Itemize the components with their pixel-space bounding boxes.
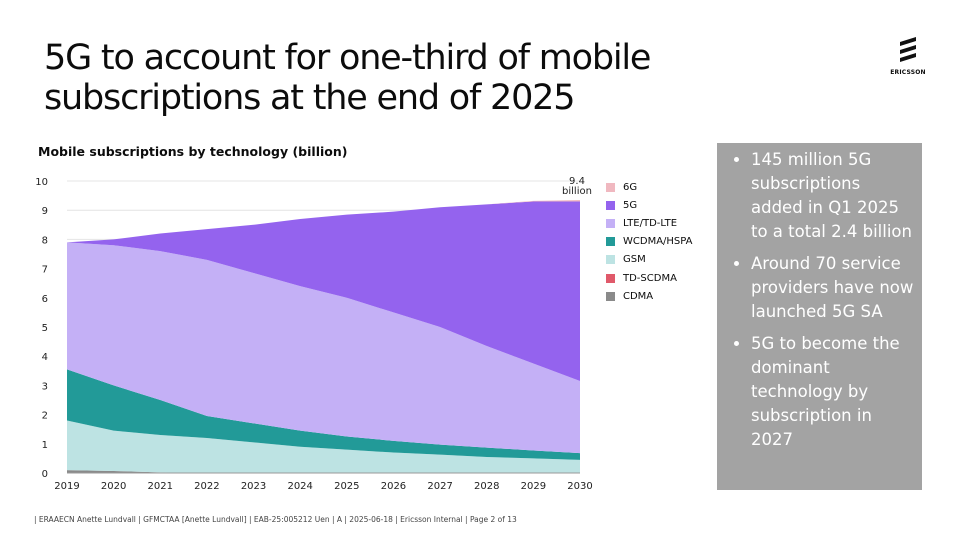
x-tick-label: 2025 (334, 481, 359, 492)
x-tick-label: 2028 (474, 481, 499, 492)
total-annotation: billion (562, 186, 592, 197)
bullet-2: Around 70 service providers have now lau… (751, 252, 914, 324)
x-tick-label: 2027 (427, 481, 452, 492)
legend-swatch (606, 200, 615, 210)
legend-item: CDMA (606, 287, 693, 305)
legend-swatch (606, 273, 615, 283)
legend-swatch (606, 255, 615, 265)
y-tick-label: 8 (42, 235, 48, 246)
x-tick-label: 2019 (54, 481, 79, 492)
logo-text: ERICSSON (890, 69, 926, 76)
chart-title: Mobile subscriptions by technology (bill… (38, 144, 348, 159)
x-tick-label: 2020 (101, 481, 126, 492)
area-wcdma-hspa (67, 369, 580, 460)
legend-label: 5G (623, 199, 638, 211)
legend-swatch (606, 182, 615, 192)
bullet-3: 5G to become the dominant technology by … (751, 332, 914, 452)
y-tick-label: 0 (42, 469, 48, 480)
y-tick-label: 3 (42, 381, 48, 392)
legend-item: LTE/TD-LTE (606, 214, 693, 232)
area-gsm (67, 420, 580, 473)
legend-label: TD-SCDMA (623, 272, 677, 284)
legend-item: GSM (606, 251, 693, 269)
ericsson-logo: ERICSSON (888, 36, 928, 76)
x-tick-label: 2022 (194, 481, 219, 492)
y-tick-label: 4 (42, 352, 48, 363)
footer: | ERAAECN Anette Lundvall | GFMCTAA [Ane… (34, 515, 517, 524)
x-tick-label: 2026 (381, 481, 406, 492)
ericsson-logo-icon (900, 37, 916, 62)
x-tick-label: 2030 (567, 481, 592, 492)
y-tick-label: 7 (42, 265, 48, 276)
legend-label: GSM (623, 254, 646, 266)
legend-item: TD-SCDMA (606, 269, 693, 287)
x-tick-label: 2029 (521, 481, 546, 492)
legend-label: CDMA (623, 290, 654, 302)
legend-label: LTE/TD-LTE (623, 217, 678, 229)
slide-title: 5G to account for one-third of mobile su… (44, 38, 651, 118)
legend-item: 5G (606, 196, 693, 214)
x-tick-label: 2021 (148, 481, 173, 492)
y-tick-label: 10 (35, 177, 48, 188)
chart-legend: 6G 5G LTE/TD-LTE WCDMA/HSPA GSM TD-SCDMA CDMA (606, 178, 693, 305)
y-tick-label: 5 (42, 323, 48, 334)
total-annotation: 9.4 (569, 176, 585, 187)
y-tick-label: 2 (42, 411, 48, 422)
legend-item: 6G (606, 178, 693, 196)
area-lte-td-lte (67, 242, 580, 454)
bullet-1: 145 million 5G subscriptions added in Q1… (751, 148, 914, 244)
y-tick-label: 1 (42, 440, 48, 451)
key-points-panel: 145 million 5G subscriptions added in Q1… (717, 143, 922, 490)
legend-swatch (606, 291, 615, 301)
legend-swatch (606, 218, 615, 228)
legend-swatch (606, 237, 615, 247)
y-tick-label: 9 (42, 206, 48, 217)
x-tick-label: 2024 (287, 481, 312, 492)
area-5g (67, 201, 580, 382)
x-tick-label: 2023 (241, 481, 266, 492)
y-tick-label: 6 (42, 294, 48, 305)
legend-label: 6G (623, 181, 638, 193)
legend-label: WCDMA/HSPA (623, 236, 693, 248)
legend-item: WCDMA/HSPA (606, 233, 693, 251)
